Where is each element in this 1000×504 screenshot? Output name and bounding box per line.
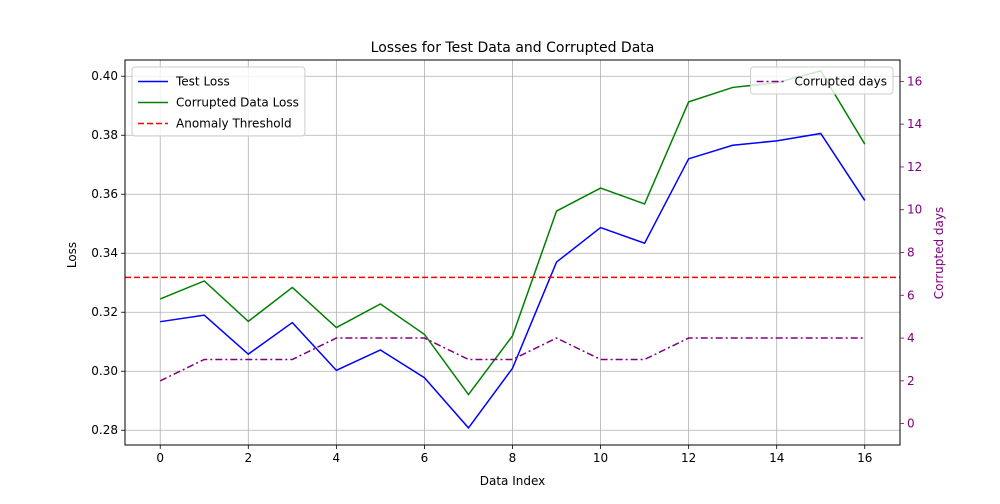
y-tick-label: 0.34 (91, 246, 118, 260)
y-tick-label: 0.28 (91, 423, 118, 437)
y2-tick-label: 16 (907, 74, 922, 88)
y2-tick-label: 2 (907, 374, 915, 388)
legend-corrupted-days: Corrupted days (750, 66, 894, 95)
y-tick-label: 0.36 (91, 187, 118, 201)
x-tick-label: 4 (333, 451, 341, 465)
x-tick-label: 8 (509, 451, 517, 465)
legend-label-corrupted-data-loss: Corrupted Data Loss (176, 96, 299, 110)
y-tick-label: 0.38 (91, 128, 118, 142)
y2-tick-label: 6 (907, 288, 915, 302)
series-corrupted-days-line (159, 337, 865, 382)
y2-tick-label: 0 (907, 417, 915, 431)
y-tick-label: 0.40 (91, 69, 118, 83)
legend-box (131, 66, 306, 137)
y2-tick-label: 14 (907, 117, 922, 131)
series-lines (125, 70, 900, 430)
y-axis-left: 0.28 0.30 0.32 0.34 0.36 0.38 0.40 (91, 69, 125, 437)
y2-tick-label: 12 (907, 160, 922, 174)
x-tick-label: 6 (421, 451, 429, 465)
series-test-loss-line (160, 132, 866, 430)
legend-label-anomaly-threshold: Anomaly Threshold (176, 117, 292, 131)
x-tick-label: 16 (857, 451, 872, 465)
series-corrupted-data-loss-line (159, 70, 866, 396)
y2-tick-label: 4 (907, 331, 915, 345)
legend-label-test-loss: Test Loss (175, 75, 230, 89)
x-tick-label: 0 (156, 451, 164, 465)
x-axis-label: Data Index (480, 474, 546, 488)
y-axis-right: 0 2 4 6 8 10 12 14 16 (900, 74, 922, 431)
y-tick-label: 0.30 (91, 364, 118, 378)
legend-main: Test Loss Corrupted Data Loss Anomaly Thre… (131, 66, 306, 137)
y2-tick-label: 10 (907, 203, 922, 217)
chart-title: Losses for Test Data and Corrupted Data (371, 40, 655, 56)
y-tick-label: 0.32 (91, 305, 118, 319)
x-tick-label: 2 (244, 451, 252, 465)
x-tick-label: 14 (769, 451, 784, 465)
y2-tick-label: 8 (907, 246, 915, 260)
y-axis-label: Loss (65, 242, 79, 268)
grid (125, 60, 900, 445)
legend-label-corrupted-days: Corrupted days (795, 75, 887, 89)
x-tick-label: 12 (681, 451, 696, 465)
x-tick-label: 10 (593, 451, 608, 465)
legend-box (750, 66, 894, 95)
y2-axis-label: Corrupted days (932, 207, 946, 299)
x-axis: 0 2 4 6 8 10 12 14 16 (156, 445, 872, 465)
